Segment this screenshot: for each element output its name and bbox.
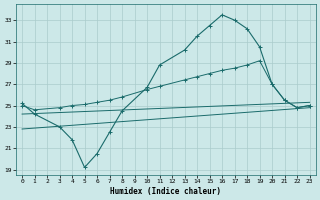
X-axis label: Humidex (Indice chaleur): Humidex (Indice chaleur): [110, 187, 221, 196]
